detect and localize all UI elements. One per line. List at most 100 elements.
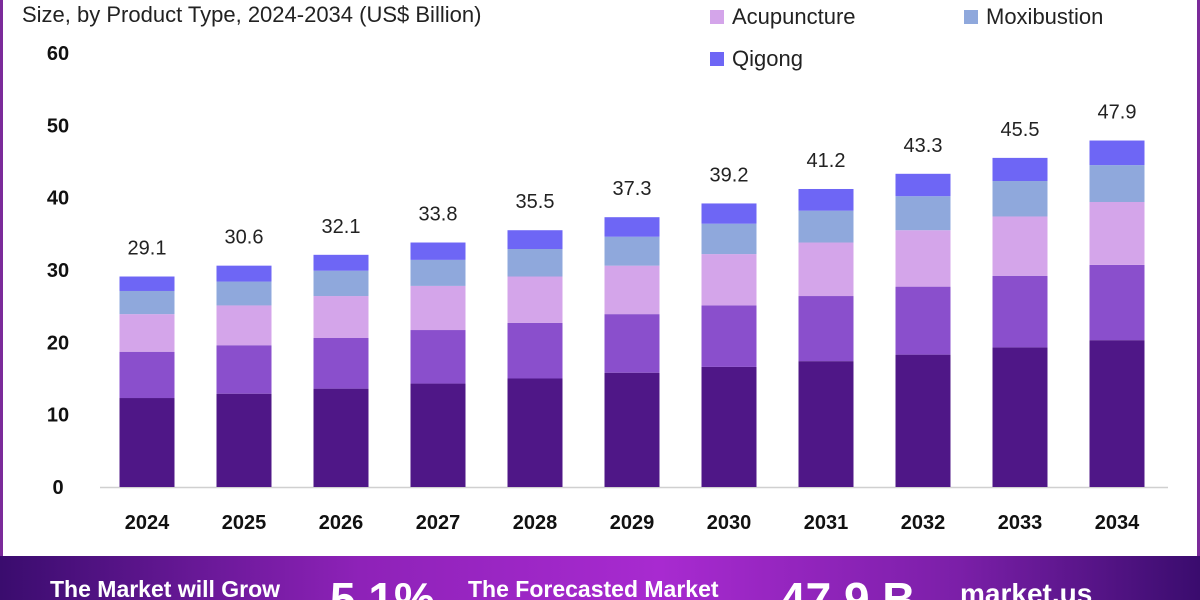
legend-swatch bbox=[710, 10, 724, 24]
bar-segment-series-2 bbox=[604, 314, 660, 373]
bar-segment-series-1 bbox=[507, 378, 563, 487]
banner-forecast-text: The Forecasted Market bbox=[468, 576, 719, 600]
bar-segment-series-1 bbox=[798, 361, 854, 487]
bar-segment-series-2 bbox=[410, 330, 466, 384]
x-tick-label: 2030 bbox=[707, 512, 752, 534]
bar-segment-acupuncture bbox=[895, 230, 951, 287]
bar-segment-series-1 bbox=[313, 388, 369, 487]
bar-segment-qigong bbox=[604, 217, 660, 237]
market-us-logo: market.us bbox=[960, 578, 1093, 600]
y-tick-label: 20 bbox=[47, 332, 69, 354]
y-tick-label: 0 bbox=[52, 477, 63, 499]
bar-segment-series-2 bbox=[313, 337, 369, 389]
bar-segment-moxibustion bbox=[798, 210, 854, 243]
bar-segment-series-1 bbox=[895, 354, 951, 487]
bar-segment-qigong bbox=[216, 265, 272, 282]
bar-segment-moxibustion bbox=[1089, 165, 1145, 203]
bar-total-label: 47.9 bbox=[1098, 102, 1137, 124]
bar-total-label: 30.6 bbox=[225, 227, 264, 249]
bar-segment-moxibustion bbox=[992, 181, 1048, 217]
bar-segment-qigong bbox=[313, 254, 369, 271]
bar-segment-series-1 bbox=[604, 372, 660, 487]
bar-segment-series-2 bbox=[895, 286, 951, 355]
bar-segment-series-1 bbox=[1089, 340, 1145, 487]
y-tick-label: 30 bbox=[47, 260, 69, 282]
bar-total-label: 29.1 bbox=[128, 238, 167, 260]
bar-segment-series-2 bbox=[701, 305, 757, 367]
bar-segment-series-2 bbox=[507, 322, 563, 379]
bar-segment-qigong bbox=[119, 276, 175, 291]
x-tick-label: 2025 bbox=[222, 512, 267, 534]
bar-segment-series-2 bbox=[1089, 264, 1145, 341]
bar-segment-acupuncture bbox=[992, 216, 1048, 276]
bar-segment-qigong bbox=[701, 203, 757, 224]
legend-label: Acupuncture bbox=[732, 4, 856, 29]
bar-segment-series-2 bbox=[798, 296, 854, 362]
bar-segment-moxibustion bbox=[216, 281, 272, 306]
x-tick-label: 2033 bbox=[998, 512, 1043, 534]
y-tick-label: 60 bbox=[47, 43, 69, 65]
bar-total-label: 35.5 bbox=[516, 191, 555, 213]
bar-total-label: 43.3 bbox=[904, 135, 943, 157]
legend-swatch bbox=[964, 10, 978, 24]
bar-segment-qigong bbox=[895, 173, 951, 197]
bar-segment-series-1 bbox=[992, 347, 1048, 487]
bar-segment-series-1 bbox=[410, 383, 466, 487]
bar-segment-series-2 bbox=[119, 351, 175, 399]
bar-total-label: 32.1 bbox=[322, 216, 361, 238]
chart-frame bbox=[0, 0, 1200, 556]
x-tick-label: 2027 bbox=[416, 512, 461, 534]
bar-segment-series-1 bbox=[701, 366, 757, 487]
y-tick-label: 50 bbox=[47, 115, 69, 137]
bar-segment-qigong bbox=[992, 157, 1048, 182]
legend-qigong: Qigong bbox=[710, 46, 803, 72]
bar-total-label: 37.3 bbox=[613, 178, 652, 200]
x-tick-label: 2031 bbox=[804, 512, 849, 534]
bar-segment-moxibustion bbox=[604, 236, 660, 266]
banner-grow-text: The Market will Grow bbox=[50, 576, 281, 600]
bar-segment-acupuncture bbox=[701, 254, 757, 306]
x-tick-label: 2028 bbox=[513, 512, 558, 534]
bar-segment-series-2 bbox=[216, 345, 272, 394]
bar-segment-qigong bbox=[798, 188, 854, 211]
bar-segment-qigong bbox=[410, 242, 466, 260]
bar-segment-acupuncture bbox=[119, 314, 175, 352]
x-tick-label: 2029 bbox=[610, 512, 655, 534]
bar-total-label: 41.2 bbox=[807, 150, 846, 172]
x-tick-label: 2026 bbox=[319, 512, 364, 534]
x-tick-label: 2034 bbox=[1095, 512, 1140, 534]
y-tick-label: 10 bbox=[47, 405, 69, 427]
banner-cagr: 5.1% bbox=[330, 573, 435, 600]
stacked-bar-chart: 010203040506029.1202430.6202532.1202633.… bbox=[47, 43, 1168, 534]
bar-segment-moxibustion bbox=[119, 290, 175, 315]
legend-moxibustion: Moxibustion bbox=[964, 4, 1103, 30]
bar-segment-series-1 bbox=[216, 393, 272, 487]
banner-forecast-value: 47.9 B bbox=[780, 573, 916, 600]
summary-banner: The Market will Grow 5.1% The Forecasted… bbox=[0, 556, 1200, 600]
bar-segment-acupuncture bbox=[798, 242, 854, 297]
chart-subtitle: Size, by Product Type, 2024-2034 (US$ Bi… bbox=[22, 2, 482, 27]
bar-segment-moxibustion bbox=[410, 259, 466, 286]
bar-segment-acupuncture bbox=[216, 305, 272, 346]
bar-segment-qigong bbox=[1089, 140, 1145, 166]
bar-segment-qigong bbox=[507, 230, 563, 250]
bar-segment-acupuncture bbox=[604, 265, 660, 315]
legend-label: Qigong bbox=[732, 46, 803, 71]
bar-segment-acupuncture bbox=[410, 285, 466, 331]
bar-total-label: 33.8 bbox=[419, 204, 458, 226]
x-tick-label: 2024 bbox=[125, 512, 170, 534]
legend-acupuncture: Acupuncture bbox=[710, 4, 856, 30]
x-tick-label: 2032 bbox=[901, 512, 946, 534]
bar-segment-series-2 bbox=[992, 275, 1048, 348]
legend-label: Moxibustion bbox=[986, 4, 1104, 29]
bar-segment-moxibustion bbox=[313, 270, 369, 297]
bar-segment-moxibustion bbox=[701, 223, 757, 255]
bar-total-label: 39.2 bbox=[710, 164, 749, 186]
bar-segment-acupuncture bbox=[507, 276, 563, 323]
bar-segment-acupuncture bbox=[313, 296, 369, 338]
legend-swatch bbox=[710, 52, 724, 66]
y-tick-label: 40 bbox=[47, 188, 69, 210]
bar-segment-moxibustion bbox=[507, 249, 563, 277]
bar-segment-series-1 bbox=[119, 398, 175, 487]
bar-segment-moxibustion bbox=[895, 196, 951, 231]
